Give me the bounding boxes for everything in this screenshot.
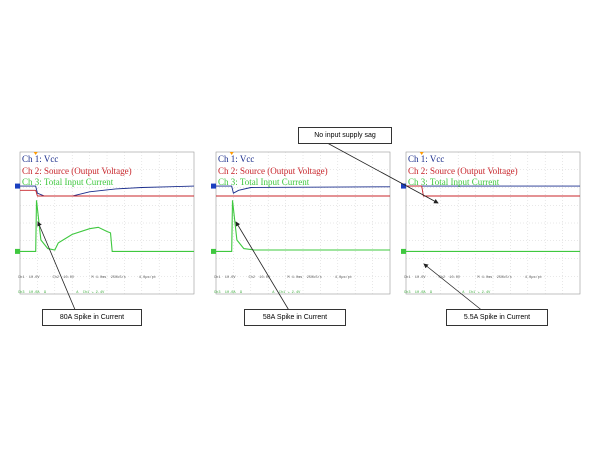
trigger-marker <box>419 152 424 155</box>
legend-ch3: Ch 3: Total Input Current <box>408 177 500 187</box>
ch3-marker <box>211 248 216 254</box>
ch1-marker <box>211 183 216 189</box>
ch3-marker <box>401 248 406 254</box>
legend-ch2: Ch 2: Source (Output Voltage) <box>218 165 328 176</box>
status-line-2: Ch3 10.0A Ω A Ch1 ↘ 2.4V <box>404 291 491 295</box>
callout-55a-spike: 5.5A Spike in Current <box>446 309 548 326</box>
arrow-58a <box>235 221 291 313</box>
scope-status-1: Ch1 10.0V Ch2 10.0V M 4.0ms 250kS/s 4.0µ… <box>18 266 156 306</box>
ch3-marker <box>15 248 20 254</box>
scope-status-2: Ch1 10.0V Ch2 10.0V M 4.0ms 250kS/s 4.0µ… <box>214 266 352 306</box>
legend-ch2: Ch 2: Source (Output Voltage) <box>408 165 518 176</box>
scope-plot-3 <box>401 151 581 295</box>
scope-legend-2: Ch 1: Vcc Ch 2: Source (Output Voltage) … <box>218 154 328 189</box>
callout-58a-spike: 58A Spike in Current <box>244 309 346 326</box>
arrow-55a <box>423 263 485 313</box>
series-line-ch2 <box>20 189 194 197</box>
scope-plot-1 <box>15 151 195 295</box>
status-line-2: Ch3 10.0A Ω A Ch1 ↘ 2.4V <box>214 291 301 295</box>
series-line-ch2 <box>406 185 580 197</box>
legend-ch1: Ch 1: Vcc <box>408 154 445 164</box>
status-line-1: Ch1 10.0V Ch2 10.0V M 4.0ms 250kS/s 4.0µ… <box>214 276 353 280</box>
scope-panel-3: Ch 1: Vcc Ch 2: Source (Output Voltage) … <box>400 148 586 308</box>
trigger-marker <box>229 152 234 155</box>
scope-panel-2: Ch 1: Vcc Ch 2: Source (Output Voltage) … <box>210 148 396 308</box>
series-line-ch3 <box>20 200 194 252</box>
legend-ch1: Ch 1: Vcc <box>218 154 255 164</box>
legend-ch3: Ch 3: Total Input Current <box>218 177 310 187</box>
status-line-2: Ch3 10.0A Ω A Ch1 ↘ 2.4V <box>18 291 105 295</box>
scope-legend-3: Ch 1: Vcc Ch 2: Source (Output Voltage) … <box>408 154 518 189</box>
scope-plot-2 <box>211 151 391 295</box>
legend-ch2: Ch 2: Source (Output Voltage) <box>22 165 132 176</box>
legend-ch1: Ch 1: Vcc <box>22 154 59 164</box>
arrow-80a <box>37 221 77 313</box>
ch1-marker <box>401 183 406 189</box>
series-line-ch3 <box>216 200 390 252</box>
legend-ch3: Ch 3: Total Input Current <box>22 177 114 187</box>
callout-no-sag: No input supply sag <box>298 127 392 144</box>
trigger-marker <box>33 152 38 155</box>
scope-panel-1: Ch 1: Vcc Ch 2: Source (Output Voltage) … <box>14 148 200 308</box>
status-line-1: Ch1 10.0V Ch2 10.0V M 4.0ms 250kS/s 4.0µ… <box>18 276 157 280</box>
ch1-marker <box>15 183 20 189</box>
arrow-no-sag <box>317 137 439 204</box>
series-line-ch1 <box>20 185 195 197</box>
callout-80a-spike: 80A Spike in Current <box>42 309 142 326</box>
scope-legend-1: Ch 1: Vcc Ch 2: Source (Output Voltage) … <box>22 154 132 189</box>
series-line-ch1 <box>216 185 391 194</box>
